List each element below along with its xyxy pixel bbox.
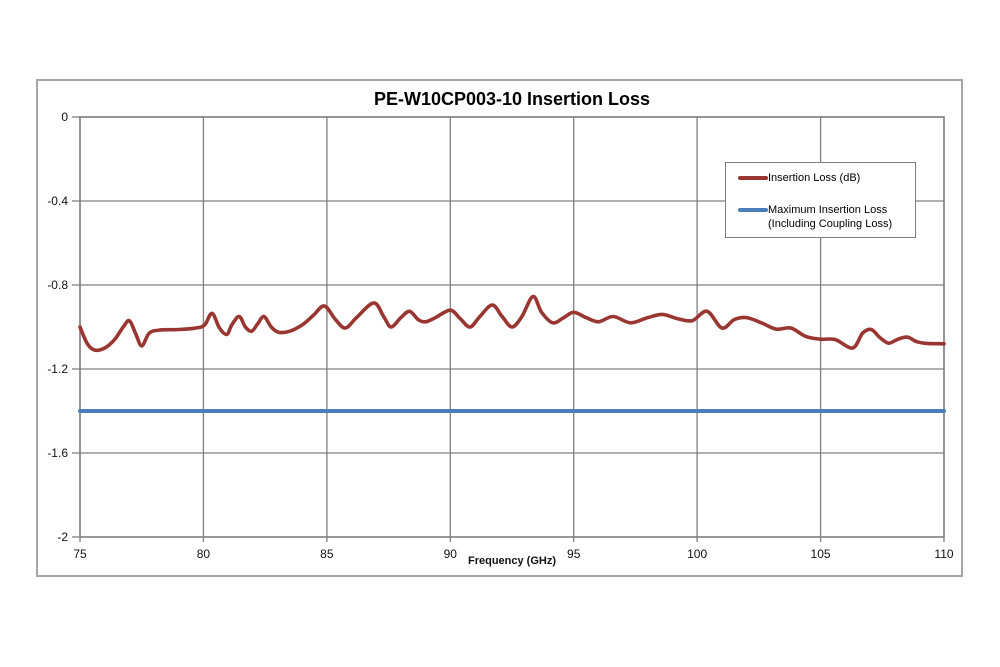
x-tick-label: 85 bbox=[320, 547, 334, 561]
legend-label-insertion-loss: Insertion Loss (dB) bbox=[768, 172, 861, 184]
y-tick-label: -1.2 bbox=[47, 362, 68, 376]
x-tick-label: 110 bbox=[934, 547, 954, 561]
y-tick-label: 0 bbox=[61, 110, 68, 124]
y-tick-label: -0.8 bbox=[47, 278, 68, 292]
x-tick-label: 100 bbox=[687, 547, 708, 561]
x-tick-label: 95 bbox=[567, 547, 581, 561]
x-tick-label: 105 bbox=[810, 547, 831, 561]
x-tick-label: 75 bbox=[73, 547, 87, 561]
legend-box: Insertion Loss (dB) Maximum Insertion Lo… bbox=[725, 162, 916, 238]
y-tick-label: -1.6 bbox=[47, 446, 68, 460]
max-insertion-loss-line-swatch bbox=[738, 208, 768, 212]
legend-label-max-insertion-loss: Maximum Insertion Loss (Including Coupli… bbox=[768, 204, 893, 230]
chart-title: PE-W10CP003-10 Insertion Loss bbox=[373, 89, 651, 109]
y-tick-label: -0.4 bbox=[47, 194, 68, 208]
y-tick-label: -2 bbox=[57, 530, 68, 544]
x-tick-label: 90 bbox=[443, 547, 457, 561]
x-tick-label: 80 bbox=[196, 547, 211, 561]
legend-item-max-insertion-loss: Maximum Insertion Loss (Including Coupli… bbox=[738, 203, 911, 231]
x-axis-title: Frequency (GHz) bbox=[467, 555, 556, 567]
insertion-loss-line-swatch bbox=[738, 176, 768, 180]
insertion-loss-line bbox=[78, 294, 946, 353]
legend-item-insertion-loss: Insertion Loss (dB) bbox=[738, 171, 911, 185]
